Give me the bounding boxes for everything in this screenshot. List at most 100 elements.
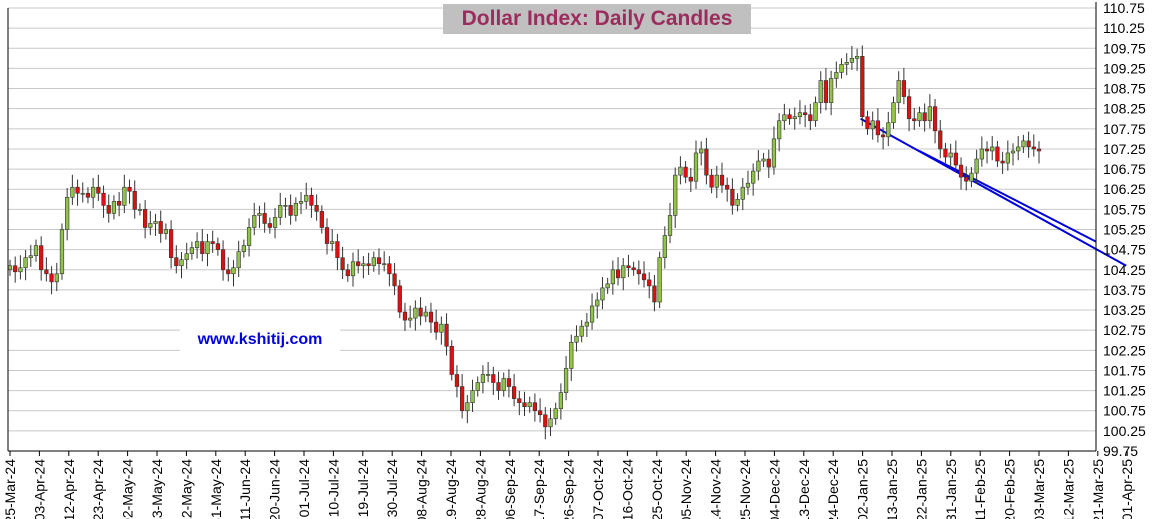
candle-up	[673, 174, 678, 216]
candle-down	[823, 80, 829, 103]
candle-up	[917, 112, 922, 122]
candle-down	[392, 273, 397, 287]
x-tick-label: 19-Aug-24	[443, 459, 459, 519]
candle-down	[647, 279, 652, 287]
candle-up	[33, 245, 39, 256]
watermark-box: www.kshitij.com	[180, 327, 340, 353]
candle-up	[854, 56, 860, 59]
candle-up	[382, 263, 387, 266]
x-tick-label: 30-Jul-24	[384, 459, 400, 518]
x-tick-label: 24-Dec-24	[825, 459, 841, 519]
candle-up	[569, 341, 574, 369]
x-tick-label: 10-Jul-24	[325, 459, 341, 518]
candle-up	[501, 378, 506, 391]
candle-down	[309, 194, 314, 206]
candle-down	[324, 227, 330, 244]
x-tick-label: 16-Oct-24	[619, 459, 635, 519]
candle-up	[122, 186, 127, 206]
candle-up	[527, 402, 532, 408]
candle-up	[699, 148, 704, 154]
candle-down	[725, 184, 730, 190]
candle-up	[486, 374, 491, 376]
candle-down	[704, 148, 709, 176]
candle-down	[288, 205, 293, 216]
candle-down	[340, 257, 345, 271]
candle-up	[584, 321, 589, 327]
candle-down	[39, 245, 44, 271]
candle-down	[808, 114, 813, 122]
candle-up	[54, 273, 59, 283]
x-tick-label: 22-May-24	[178, 459, 194, 519]
y-tick-label: 100.75	[1103, 403, 1146, 419]
candle-down	[964, 176, 969, 182]
candle-up	[148, 223, 153, 228]
y-tick-label: 103.75	[1103, 282, 1146, 298]
candle-up	[252, 215, 257, 228]
candle-up	[350, 261, 356, 277]
candle-down	[922, 112, 927, 122]
candle-up	[834, 72, 839, 79]
candle-up	[735, 198, 740, 206]
candle-up	[610, 269, 615, 285]
candle-up	[927, 106, 932, 122]
candle-up	[137, 209, 143, 211]
candle-up	[475, 382, 480, 391]
candle-up	[771, 138, 777, 168]
candle-up	[361, 263, 366, 267]
candle-up	[153, 221, 158, 224]
candle-down	[953, 152, 958, 166]
y-tick-label: 108.75	[1103, 81, 1146, 97]
candle-up	[896, 80, 901, 103]
candle-down	[13, 265, 18, 273]
candle-down	[641, 273, 647, 281]
candle-down	[803, 112, 808, 116]
candle-down	[522, 402, 527, 408]
candle-down	[496, 382, 501, 391]
x-tick-label: 14-Nov-24	[708, 459, 724, 519]
candle-down	[210, 241, 215, 244]
candle-down	[683, 166, 688, 178]
candle-down	[912, 118, 917, 122]
candle-down	[932, 106, 938, 132]
trendline-upper	[918, 150, 1097, 243]
x-tick-label: 25-Oct-24	[649, 459, 665, 519]
candle-up	[782, 114, 787, 122]
candle-down	[106, 205, 111, 214]
candle-up	[439, 323, 444, 333]
candle-up	[408, 317, 413, 321]
candle-up	[891, 102, 896, 124]
candle-up	[849, 58, 855, 63]
x-tick-label: 13-May-24	[149, 459, 165, 519]
candle-up	[605, 283, 610, 289]
y-tick-label: 105.25	[1103, 222, 1146, 238]
x-tick-label: 11-Jun-24	[237, 459, 253, 519]
candle-up	[189, 247, 195, 254]
candle-down	[906, 96, 912, 120]
candle-up	[579, 325, 584, 337]
y-tick-label: 104.75	[1103, 242, 1146, 258]
candle-down	[984, 148, 990, 152]
candle-down	[1036, 148, 1042, 152]
candle-up	[829, 78, 834, 103]
y-tick-label: 106.25	[1103, 181, 1146, 197]
candle-down	[943, 148, 948, 158]
candle-up	[870, 120, 875, 130]
candle-up	[553, 408, 558, 420]
candle-down	[652, 285, 657, 303]
x-tick-label: 02-May-24	[120, 459, 136, 519]
candle-down	[434, 321, 439, 333]
candle-up	[548, 418, 553, 428]
y-tick-label: 101.25	[1103, 383, 1146, 399]
candle-down	[132, 190, 137, 210]
candle-down	[220, 249, 226, 271]
candle-up	[792, 116, 797, 120]
candle-down	[319, 211, 324, 228]
y-tick-label: 108.25	[1103, 101, 1146, 117]
candle-up	[777, 120, 782, 140]
candle-up	[1016, 146, 1021, 152]
candle-down	[537, 410, 543, 416]
candle-down	[200, 241, 205, 254]
trendlines	[860, 117, 1127, 267]
candle-up	[179, 259, 184, 267]
y-tick-label: 110.75	[1103, 0, 1145, 16]
